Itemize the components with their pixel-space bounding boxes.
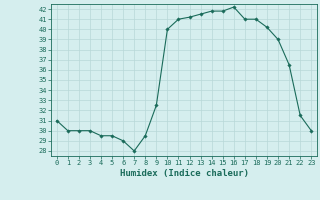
X-axis label: Humidex (Indice chaleur): Humidex (Indice chaleur) (119, 169, 249, 178)
